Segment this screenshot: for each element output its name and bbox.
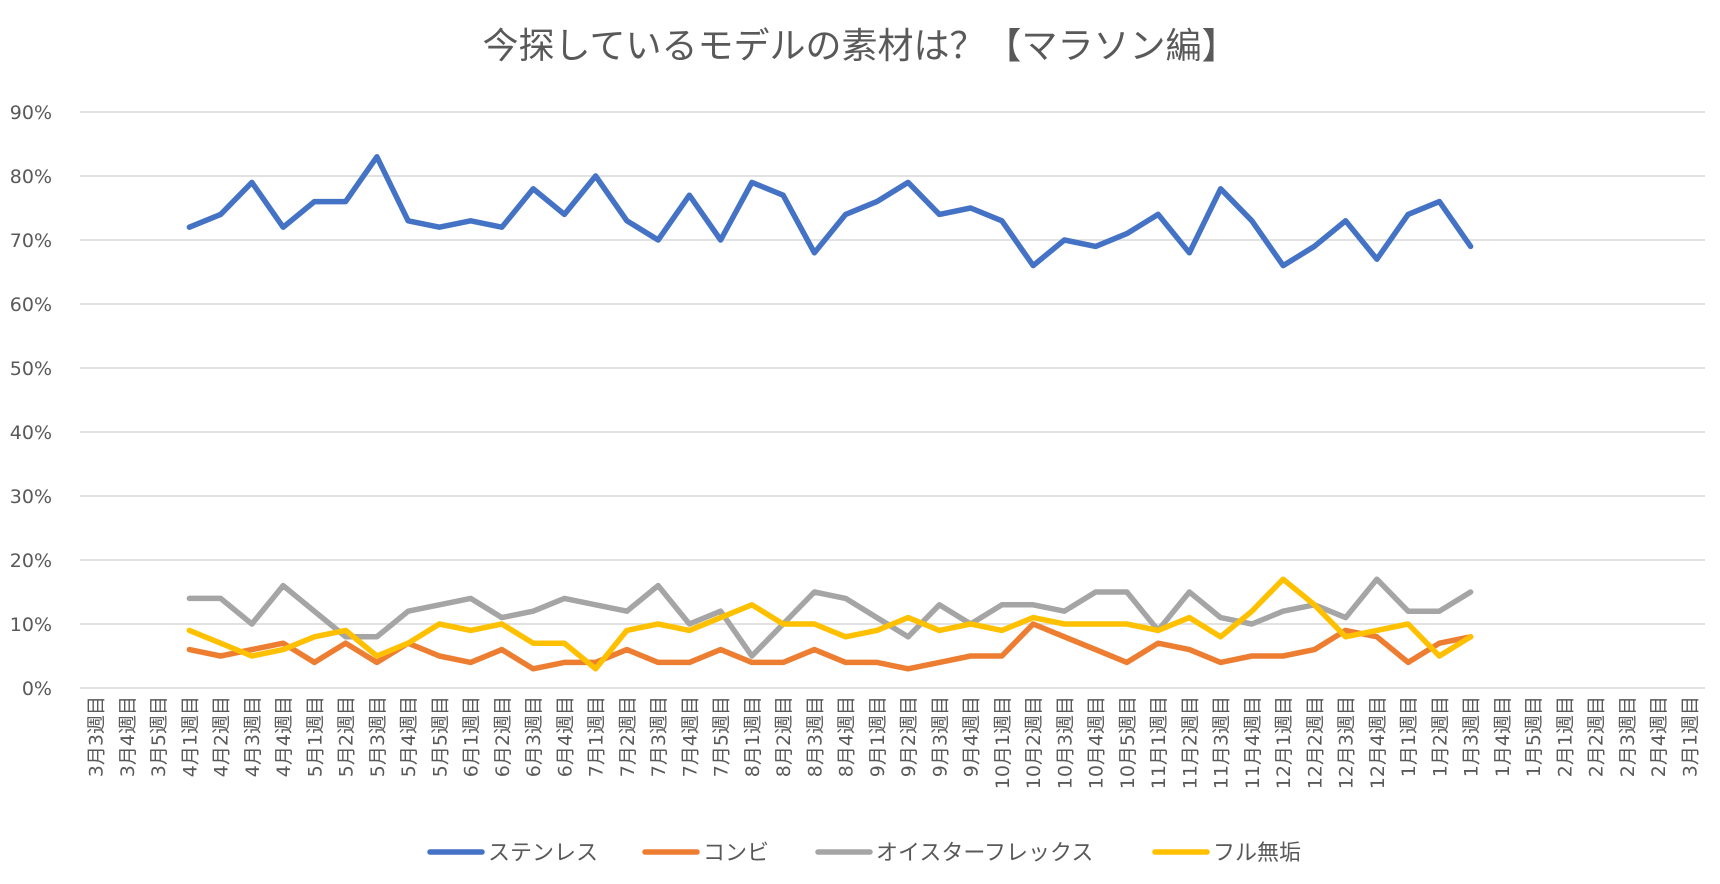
x-tick-label: 9月1週目 [867, 696, 889, 777]
x-tick-label: 7月1週目 [586, 696, 608, 777]
legend-label: コンビ [703, 841, 769, 866]
y-tick-label: 30% [10, 486, 52, 508]
x-tick-label: 12月4週目 [1367, 696, 1389, 789]
y-tick-label: 90% [10, 102, 52, 124]
x-tick-label: 4月4週目 [273, 696, 295, 777]
x-tick-label: 4月3週目 [242, 696, 264, 777]
x-tick-label: 6月1週目 [461, 696, 483, 777]
chart-title: 今探しているモデルの素材は？【マラソン編】 [483, 26, 1238, 67]
y-tick-label: 20% [10, 550, 52, 572]
x-tick-label: 8月3週目 [804, 696, 826, 777]
series-line-3 [186, 576, 1474, 659]
x-tick-label: 9月4週目 [961, 696, 983, 777]
legend-label: フル無垢 [1213, 841, 1301, 866]
x-tick-label: 3月4週目 [117, 696, 139, 777]
y-tick-label: 70% [10, 230, 52, 252]
y-tick-label: 40% [10, 422, 52, 444]
y-tick-label: 50% [10, 358, 52, 380]
x-tick-label: 5月1週目 [304, 696, 326, 777]
series-line-1 [186, 154, 1474, 269]
x-tick-label: 5月3週目 [367, 696, 389, 777]
x-tick-label: 6月3週目 [523, 696, 545, 777]
x-tick-label: 12月2週目 [1304, 696, 1326, 789]
x-tick-label: 2月4週目 [1648, 696, 1670, 777]
x-tick-label: 3月3週目 [86, 696, 108, 777]
x-axis-ticks: 3月3週目 3月4週目 3月5週目 4月1週目 4月2週目 4月3週目 4月4週目 5月1週目… [86, 696, 1702, 789]
x-tick-label: 4月1週目 [179, 696, 201, 777]
x-tick-label: 2月1週目 [1554, 696, 1576, 777]
x-tick-label: 2月3週目 [1617, 696, 1639, 777]
x-tick-label: 10月2週目 [1023, 696, 1045, 789]
legend-label: ステンレス [488, 841, 598, 866]
y-tick-label: 10% [10, 614, 52, 636]
x-tick-label: 7月5週目 [711, 696, 733, 777]
x-tick-label: 9月2週目 [898, 696, 920, 777]
x-tick-label: 12月1週目 [1273, 696, 1295, 789]
x-tick-label: 1月1週目 [1398, 696, 1420, 777]
x-tick-label: 6月2週目 [492, 696, 514, 777]
x-tick-label: 1月5週目 [1523, 696, 1545, 777]
x-tick-label: 11月3週目 [1211, 696, 1233, 789]
series-lines [186, 154, 1474, 672]
x-tick-label: 9月3週目 [929, 696, 951, 777]
x-tick-label: 8月1週目 [742, 696, 764, 777]
x-tick-label: 11月4週目 [1242, 696, 1264, 789]
x-tick-label: 7月3週目 [648, 696, 670, 777]
x-tick-label: 8月4週目 [836, 696, 858, 777]
x-tick-label: 2月2週目 [1586, 696, 1608, 777]
x-tick-label: 5月2週目 [336, 696, 358, 777]
y-tick-label: 80% [10, 166, 52, 188]
x-tick-label: 3月1週目 [1679, 696, 1701, 777]
legend-label: オイスターフレックス [876, 841, 1093, 866]
x-tick-label: 8月2週目 [773, 696, 795, 777]
x-tick-label: 1月4週目 [1492, 696, 1514, 777]
x-tick-label: 11月1週目 [1148, 696, 1170, 789]
x-tick-label: 6月4週目 [554, 696, 576, 777]
x-tick-label: 10月1週目 [992, 696, 1014, 789]
x-tick-label: 10月3週目 [1054, 696, 1076, 789]
legend: ステンレス コンビ オイスターフレックス フル無垢 [427, 841, 1301, 866]
x-tick-label: 12月3週目 [1336, 696, 1358, 789]
y-tick-label: 60% [10, 294, 52, 316]
y-axis-ticks: 0% 10% 20% 30% 40% 50% 60% 70% 80% 90% [10, 102, 52, 700]
x-tick-label: 5月5週目 [429, 696, 451, 777]
x-tick-label: 1月3週目 [1461, 696, 1483, 777]
x-tick-label: 5月4週目 [398, 696, 420, 777]
y-tick-label: 0% [22, 678, 52, 700]
x-tick-label: 11月2週目 [1179, 696, 1201, 789]
x-tick-label: 1月2週目 [1429, 696, 1451, 777]
series-line-4 [186, 576, 1474, 672]
x-tick-label: 4月2週目 [211, 696, 233, 777]
x-tick-label: 7月2週目 [617, 696, 639, 777]
x-tick-label: 7月4週目 [679, 696, 701, 777]
gridlines [80, 111, 1705, 689]
x-tick-label: 10月5週目 [1117, 696, 1139, 789]
x-tick-label: 3月5週目 [148, 696, 170, 777]
x-tick-label: 10月4週目 [1086, 696, 1108, 789]
